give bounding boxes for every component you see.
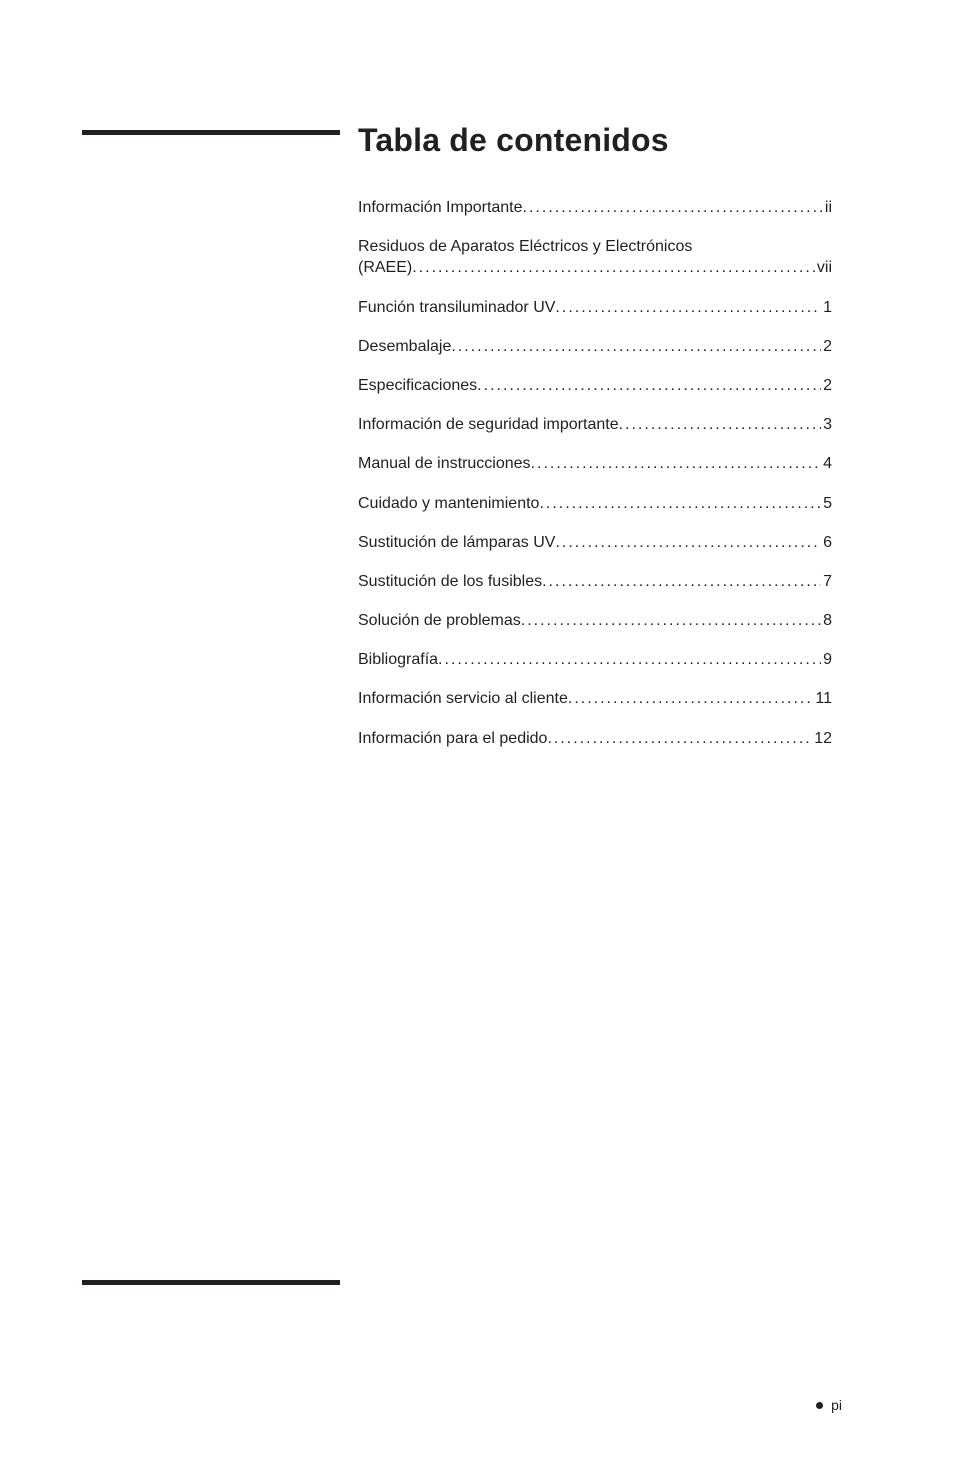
toc-entry-page: 6: [821, 533, 832, 552]
toc-entry: Información Importante ii: [358, 198, 832, 217]
toc-entry: Residuos de Aparatos Eléctricos y Electr…: [358, 237, 832, 277]
bottom-horizontal-rule: [82, 1280, 340, 1285]
toc-entry-page: 3: [821, 415, 832, 434]
toc-entry: Manual de instrucciones 4: [358, 454, 832, 473]
toc-leader-dots: [555, 533, 821, 552]
toc-entry: Sustitución de los fusibles 7: [358, 572, 832, 591]
toc-leader-dots: [555, 298, 821, 317]
page-footer: pi: [816, 1397, 842, 1413]
top-horizontal-rule: [82, 130, 340, 135]
toc-entry-page: 7: [821, 572, 832, 591]
toc-entry: Información para el pedido 12: [358, 729, 832, 748]
toc-entry-page: 1: [821, 298, 832, 317]
toc-leader-dots: [521, 611, 821, 630]
toc-leader-dots: [539, 494, 821, 513]
toc-leader-dots: [531, 454, 822, 473]
toc-entry-page: ii: [823, 198, 832, 217]
toc-entry-label: Función transiluminador UV: [358, 298, 555, 317]
toc-entry: Solución de problemas 8: [358, 611, 832, 630]
toc-entry-label: Manual de instrucciones: [358, 454, 531, 473]
toc-entry-label: Especificaciones: [358, 376, 477, 395]
toc-entry-page: 8: [821, 611, 832, 630]
table-of-contents: Información Importante ii Residuos de Apar…: [358, 198, 832, 768]
toc-entry-label: Sustitución de lámparas UV: [358, 533, 555, 552]
toc-entry-page: 9: [821, 650, 832, 669]
toc-entry: Bibliografía 9: [358, 650, 832, 669]
toc-leader-dots: [523, 198, 823, 217]
toc-entry: Cuidado y mantenimiento 5: [358, 494, 832, 513]
footer-page-number: pi: [831, 1397, 842, 1413]
toc-entry: Desembalaje 2: [358, 337, 832, 356]
page-root: Tabla de contenidos Información Importan…: [0, 0, 954, 1475]
toc-leader-dots: [619, 415, 822, 434]
toc-leader-dots: [412, 258, 815, 277]
toc-entry: Sustitución de lámparas UV 6: [358, 533, 832, 552]
toc-entry-page: vii: [815, 258, 832, 277]
toc-entry-page: 2: [821, 376, 832, 395]
toc-entry-label: Información Importante: [358, 198, 523, 217]
toc-entry-page: 2: [821, 337, 832, 356]
toc-leader-dots: [477, 376, 821, 395]
toc-entry-page: 4: [821, 454, 832, 473]
toc-leader-dots: [542, 572, 821, 591]
toc-leader-dots: [568, 689, 814, 708]
toc-entry-label-line1: Residuos de Aparatos Eléctricos y Electr…: [358, 237, 832, 256]
toc-entry-page: 5: [821, 494, 832, 513]
toc-entry-label: Sustitución de los fusibles: [358, 572, 542, 591]
footer-bullet-icon: [816, 1402, 823, 1409]
toc-entry-label: Información para el pedido: [358, 729, 547, 748]
toc-leader-dots: [451, 337, 821, 356]
toc-entry: Información servicio al cliente 11: [358, 689, 832, 708]
toc-entry: Especificaciones 2: [358, 376, 832, 395]
toc-entry-label: Información de seguridad importante: [358, 415, 619, 434]
toc-leader-dots: [438, 650, 821, 669]
toc-entry-label: Cuidado y mantenimiento: [358, 494, 539, 513]
toc-entry-label: Solución de problemas: [358, 611, 521, 630]
page-title: Tabla de contenidos: [358, 122, 669, 159]
toc-entry-page: 12: [812, 729, 832, 748]
toc-entry: Función transiluminador UV 1: [358, 298, 832, 317]
toc-entry-label: Bibliografía: [358, 650, 438, 669]
toc-entry-label: Información servicio al cliente: [358, 689, 568, 708]
toc-entry-label-line2: (RAEE): [358, 258, 412, 277]
toc-leader-dots: [547, 729, 812, 748]
toc-entry-page: 11: [813, 689, 832, 708]
toc-entry: Información de seguridad importante 3: [358, 415, 832, 434]
toc-entry-label: Desembalaje: [358, 337, 451, 356]
